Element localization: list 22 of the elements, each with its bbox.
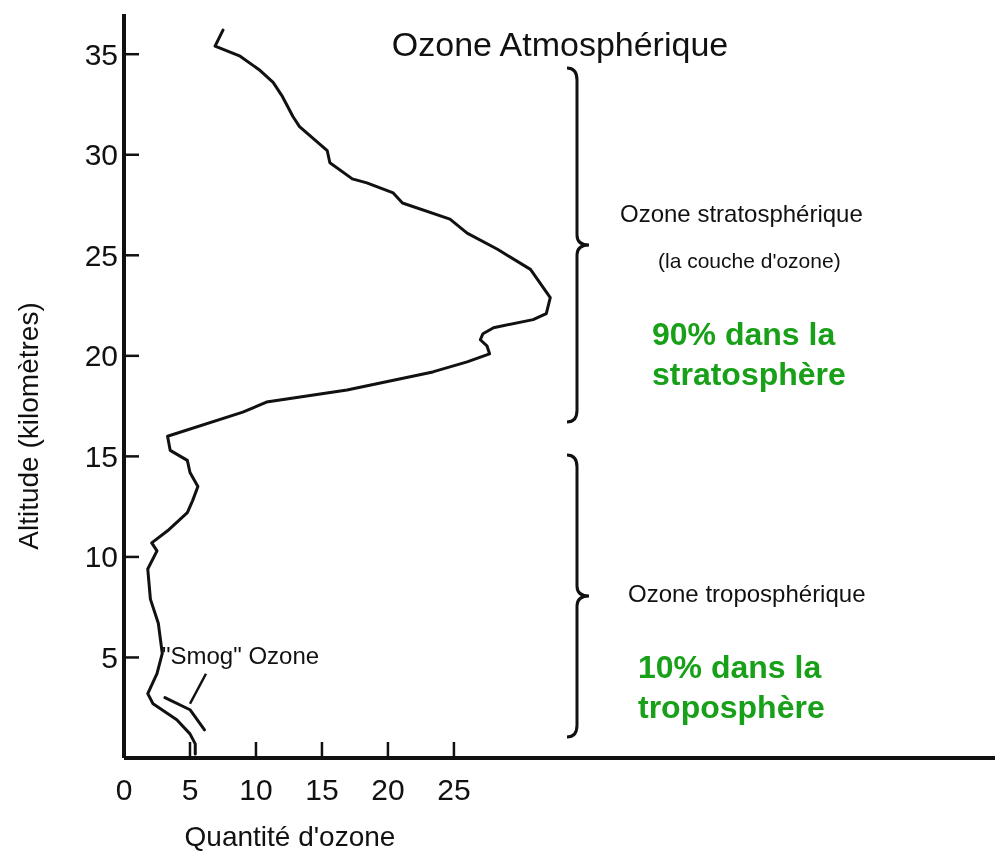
x-tick-label: 10 [239,773,273,806]
annotation: 10% dans la troposphère [638,649,825,725]
y-tick-label: 25 [84,238,118,272]
x-tick-label: 0 [115,773,133,806]
y-tick-label: 35 [84,37,118,71]
annotation: (la couche d'ozone) [658,249,841,272]
x-tick-label: 15 [305,773,339,806]
annotation: Ozone stratosphérique [620,200,863,227]
y-tick-label: 10 [84,540,118,574]
chart-title: Ozone Atmosphérique [391,25,729,63]
annotation: 90% dans la stratosphère [652,316,846,392]
y-tick-label: 5 [101,640,118,674]
x-tick-label: 20 [371,773,405,806]
x-tick-label: 5 [181,773,199,806]
x-tick-label: 25 [437,773,471,806]
annotation: Ozone troposphérique [628,580,866,607]
annotation: "Smog" Ozone [161,641,320,669]
y-axis-title: Altitude (kilomètres) [13,302,44,550]
y-tick-label: 30 [84,138,118,172]
y-tick-label: 20 [84,339,118,373]
y-tick-label: 15 [84,439,118,473]
x-axis-title: Quantité d'ozone [184,821,396,852]
